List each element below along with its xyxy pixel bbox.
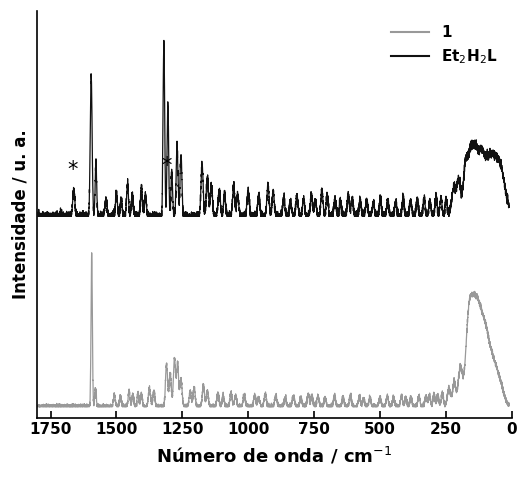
Legend: 1, Et$_2$H$_2$L: 1, Et$_2$H$_2$L [385, 19, 504, 72]
Text: *: * [162, 156, 172, 176]
X-axis label: Número de onda / cm$^{-1}$: Número de onda / cm$^{-1}$ [156, 446, 392, 467]
Text: *: * [68, 160, 78, 180]
Y-axis label: Intensidade / u. a.: Intensidade / u. a. [11, 130, 29, 299]
